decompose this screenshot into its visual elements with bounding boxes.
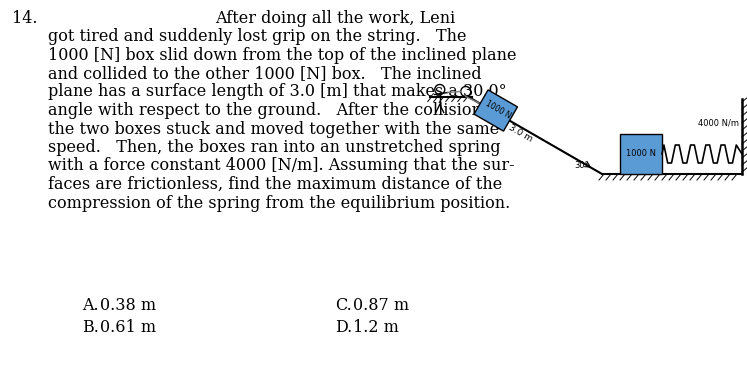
Bar (474, 90, 518, 131)
Text: 1.2 m: 1.2 m (353, 319, 399, 336)
Text: 1000 N: 1000 N (483, 99, 512, 120)
Text: faces are frictionless, find the maximum distance of the: faces are frictionless, find the maximum… (48, 176, 502, 193)
Text: got tired and suddenly lost grip on the string.   The: got tired and suddenly lost grip on the … (48, 28, 466, 45)
Text: 0.38 m: 0.38 m (100, 297, 156, 314)
Text: speed.   Then, the boxes ran into an unstretched spring: speed. Then, the boxes ran into an unstr… (48, 139, 500, 156)
Text: 0.61 m: 0.61 m (100, 319, 156, 336)
Text: A.: A. (82, 297, 99, 314)
Text: with a force constant 4000 [N/m]. Assuming that the sur-: with a force constant 4000 [N/m]. Assumi… (48, 157, 515, 174)
Text: 1000 [N] box slid down from the top of the inclined plane: 1000 [N] box slid down from the top of t… (48, 47, 516, 63)
Text: 1000 N: 1000 N (626, 149, 656, 159)
Text: 14.: 14. (12, 10, 37, 27)
Text: After doing all the work, Leni: After doing all the work, Leni (214, 10, 455, 27)
Text: the two boxes stuck and moved together with the same: the two boxes stuck and moved together w… (48, 120, 499, 138)
Text: 0.87 m: 0.87 m (353, 297, 409, 314)
Text: compression of the spring from the equilibrium position.: compression of the spring from the equil… (48, 195, 510, 211)
Text: D.: D. (335, 319, 353, 336)
Text: C.: C. (335, 297, 352, 314)
Text: 4000 N/m: 4000 N/m (698, 119, 739, 128)
Text: 30°: 30° (574, 160, 589, 170)
Text: B.: B. (82, 319, 99, 336)
Text: 3.0 m: 3.0 m (507, 123, 534, 143)
Text: angle with respect to the ground.   After the collision,: angle with respect to the ground. After … (48, 102, 487, 119)
Text: and collided to the other 1000 [N] box.   The inclined: and collided to the other 1000 [N] box. … (48, 65, 482, 82)
Text: plane has a surface length of 3.0 [m] that makes a 30.0°: plane has a surface length of 3.0 [m] th… (48, 84, 506, 101)
Bar (620, 134, 662, 174)
